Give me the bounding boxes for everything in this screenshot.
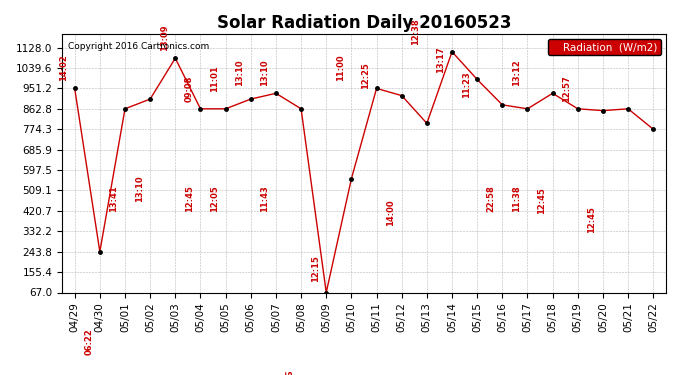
Text: 14:02: 14:02 xyxy=(59,55,68,81)
Legend: Radiation  (W/m2): Radiation (W/m2) xyxy=(548,39,660,56)
Text: 11:00: 11:00 xyxy=(336,55,345,81)
Text: 08:46: 08:46 xyxy=(286,369,295,375)
Text: 13:10: 13:10 xyxy=(235,60,244,86)
Text: 12:57: 12:57 xyxy=(562,75,571,102)
Text: 12:45: 12:45 xyxy=(185,185,194,212)
Text: 13:10: 13:10 xyxy=(260,60,269,86)
Text: 12:45: 12:45 xyxy=(587,206,596,232)
Text: 11:43: 11:43 xyxy=(260,185,269,212)
Text: 12:25: 12:25 xyxy=(361,62,370,88)
Text: 12:05: 12:05 xyxy=(210,185,219,212)
Text: 11:23: 11:23 xyxy=(462,71,471,98)
Text: Copyright 2016 Cartronics.com: Copyright 2016 Cartronics.com xyxy=(68,42,209,51)
Text: 14:00: 14:00 xyxy=(386,200,395,226)
Text: 09:08: 09:08 xyxy=(185,75,194,102)
Text: 13:09: 13:09 xyxy=(159,25,168,51)
Text: 12:45: 12:45 xyxy=(537,187,546,214)
Text: 06:22: 06:22 xyxy=(84,328,93,355)
Text: 11:01: 11:01 xyxy=(210,65,219,92)
Text: 13:12: 13:12 xyxy=(512,60,521,86)
Text: 12:38: 12:38 xyxy=(411,18,420,45)
Text: 11:38: 11:38 xyxy=(512,185,521,212)
Text: 22:58: 22:58 xyxy=(486,185,495,212)
Text: 13:41: 13:41 xyxy=(110,185,119,212)
Text: 13:17: 13:17 xyxy=(436,46,446,72)
Text: 12:15: 12:15 xyxy=(310,255,319,282)
Text: 13:10: 13:10 xyxy=(135,176,144,202)
Title: Solar Radiation Daily 20160523: Solar Radiation Daily 20160523 xyxy=(217,14,511,32)
